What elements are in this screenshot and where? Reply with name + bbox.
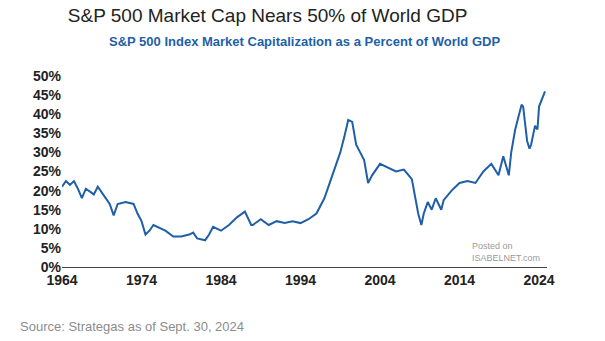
svg-text:S&P 500 Market Cap Nears 50% o: S&P 500 Market Cap Nears 50% of World GD… bbox=[68, 5, 468, 26]
svg-text:2014: 2014 bbox=[444, 272, 475, 288]
svg-text:Source: Strategas as of Sept.: Source: Strategas as of Sept. 30, 2024 bbox=[20, 319, 244, 334]
svg-text:1964: 1964 bbox=[46, 272, 77, 288]
svg-text:5%: 5% bbox=[41, 240, 62, 256]
svg-text:30%: 30% bbox=[33, 144, 62, 160]
svg-text:15%: 15% bbox=[33, 202, 62, 218]
svg-text:35%: 35% bbox=[33, 125, 62, 141]
svg-text:50%: 50% bbox=[33, 68, 62, 84]
svg-text:2004: 2004 bbox=[364, 272, 395, 288]
svg-text:1984: 1984 bbox=[205, 272, 236, 288]
svg-text:1974: 1974 bbox=[126, 272, 157, 288]
svg-text:10%: 10% bbox=[33, 221, 62, 237]
svg-text:0%: 0% bbox=[41, 259, 62, 275]
svg-text:20%: 20% bbox=[33, 183, 62, 199]
svg-text:S&P 500 Index Market Capitaliz: S&P 500 Index Market Capitalization as a… bbox=[109, 34, 500, 49]
svg-text:1994: 1994 bbox=[285, 272, 316, 288]
svg-text:40%: 40% bbox=[33, 106, 62, 122]
svg-text:Posted onISABELNET.com: Posted onISABELNET.com bbox=[472, 241, 540, 263]
svg-text:2024: 2024 bbox=[523, 272, 554, 288]
svg-text:25%: 25% bbox=[33, 163, 62, 179]
svg-text:45%: 45% bbox=[33, 87, 62, 103]
